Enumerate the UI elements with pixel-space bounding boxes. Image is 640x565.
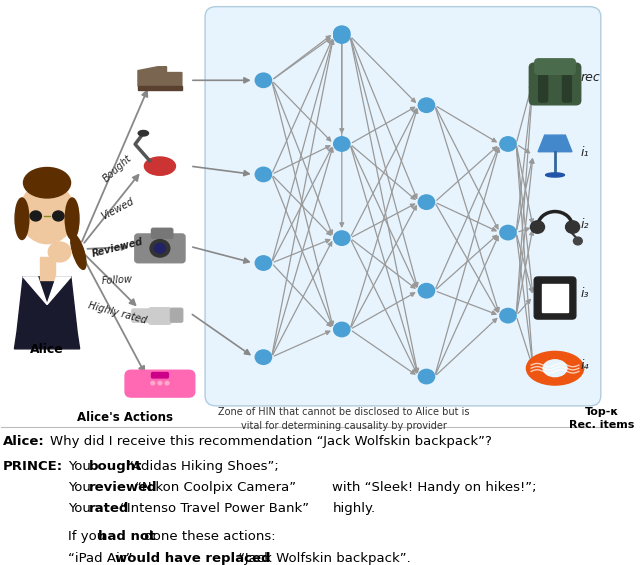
- FancyBboxPatch shape: [534, 277, 576, 319]
- FancyBboxPatch shape: [148, 307, 172, 324]
- Text: Highly rated: Highly rated: [87, 301, 148, 325]
- Ellipse shape: [15, 198, 29, 240]
- Text: “Nikon Coolpix Camera”: “Nikon Coolpix Camera”: [135, 481, 296, 494]
- Text: “Jack Wolfskin backpack”.: “Jack Wolfskin backpack”.: [234, 551, 411, 564]
- Circle shape: [165, 381, 169, 385]
- Ellipse shape: [65, 198, 79, 240]
- Ellipse shape: [546, 173, 564, 177]
- FancyBboxPatch shape: [205, 7, 601, 406]
- Text: i₂: i₂: [580, 218, 589, 231]
- Circle shape: [151, 381, 155, 385]
- Circle shape: [52, 211, 64, 221]
- FancyBboxPatch shape: [534, 59, 575, 75]
- Text: Why did I receive this recommendation “Jack Wolfskin backpack”?: Why did I receive this recommendation “J…: [50, 434, 492, 447]
- Circle shape: [158, 381, 162, 385]
- FancyBboxPatch shape: [539, 71, 548, 102]
- Ellipse shape: [24, 167, 70, 198]
- Circle shape: [255, 350, 271, 364]
- Polygon shape: [538, 135, 572, 152]
- Circle shape: [419, 370, 435, 384]
- Circle shape: [333, 231, 350, 245]
- Ellipse shape: [71, 234, 86, 270]
- Text: You: You: [68, 502, 91, 515]
- Text: Follow: Follow: [102, 274, 133, 285]
- Ellipse shape: [138, 131, 148, 136]
- Text: Alice: Alice: [30, 344, 64, 357]
- Circle shape: [333, 29, 350, 43]
- Ellipse shape: [543, 360, 567, 377]
- Circle shape: [419, 195, 435, 209]
- Text: You: You: [68, 481, 91, 494]
- Text: rated: rated: [89, 502, 129, 515]
- Circle shape: [333, 322, 350, 337]
- Circle shape: [566, 221, 580, 233]
- Text: “Intenso Travel Power Bank”: “Intenso Travel Power Bank”: [120, 502, 310, 515]
- Text: i₄: i₄: [580, 359, 589, 372]
- Text: done these actions:: done these actions:: [140, 531, 275, 544]
- Circle shape: [255, 256, 271, 270]
- Text: Alice's Actions: Alice's Actions: [77, 411, 173, 424]
- Text: i₃: i₃: [580, 287, 589, 300]
- Circle shape: [154, 244, 165, 253]
- Polygon shape: [138, 67, 182, 86]
- Text: “iPad Air”: “iPad Air”: [68, 551, 136, 564]
- Circle shape: [255, 73, 271, 88]
- Bar: [542, 284, 568, 312]
- FancyBboxPatch shape: [125, 370, 195, 397]
- Text: highly.: highly.: [332, 502, 376, 515]
- Ellipse shape: [527, 351, 584, 385]
- FancyBboxPatch shape: [152, 228, 173, 238]
- Text: bought: bought: [89, 459, 143, 472]
- Text: i₁: i₁: [580, 146, 589, 159]
- Circle shape: [150, 240, 170, 257]
- Text: Zone of HIN that cannot be disclosed to Alice but is
vital for determining causa: Zone of HIN that cannot be disclosed to …: [218, 407, 469, 431]
- Bar: [40, 258, 54, 280]
- Ellipse shape: [145, 157, 175, 175]
- Text: rec: rec: [580, 71, 600, 84]
- Text: Top-κ
Rec. items: Top-κ Rec. items: [570, 407, 635, 430]
- Polygon shape: [23, 277, 47, 305]
- Text: “Adidas Hiking Shoes”;: “Adidas Hiking Shoes”;: [127, 459, 278, 472]
- Circle shape: [333, 26, 350, 41]
- Text: would have replaced: would have replaced: [115, 551, 270, 564]
- Circle shape: [419, 284, 435, 298]
- Polygon shape: [138, 86, 182, 90]
- Text: Alice:: Alice:: [3, 434, 45, 447]
- Polygon shape: [47, 277, 71, 305]
- Circle shape: [30, 211, 42, 221]
- Circle shape: [531, 221, 545, 233]
- FancyBboxPatch shape: [132, 309, 151, 322]
- Circle shape: [500, 308, 516, 323]
- Circle shape: [333, 137, 350, 151]
- FancyBboxPatch shape: [170, 308, 183, 322]
- Text: Reviewed: Reviewed: [91, 237, 144, 259]
- Text: with “Sleek! Handy on hikes!”;: with “Sleek! Handy on hikes!”;: [332, 481, 537, 494]
- Text: If you: If you: [68, 531, 109, 544]
- Ellipse shape: [19, 182, 75, 244]
- FancyBboxPatch shape: [135, 234, 185, 263]
- Text: Bought: Bought: [101, 153, 134, 184]
- Text: reviewed: reviewed: [89, 481, 157, 494]
- Text: You: You: [68, 459, 91, 472]
- Text: had not: had not: [99, 531, 156, 544]
- Circle shape: [500, 225, 516, 240]
- Circle shape: [419, 98, 435, 112]
- Text: Viewed: Viewed: [99, 197, 136, 222]
- FancyBboxPatch shape: [152, 372, 168, 378]
- FancyBboxPatch shape: [563, 71, 572, 102]
- Circle shape: [500, 137, 516, 151]
- Circle shape: [573, 237, 582, 245]
- FancyBboxPatch shape: [529, 63, 580, 105]
- Circle shape: [255, 167, 271, 181]
- Polygon shape: [15, 277, 79, 349]
- Text: PRINCE:: PRINCE:: [3, 459, 63, 472]
- Circle shape: [48, 242, 71, 262]
